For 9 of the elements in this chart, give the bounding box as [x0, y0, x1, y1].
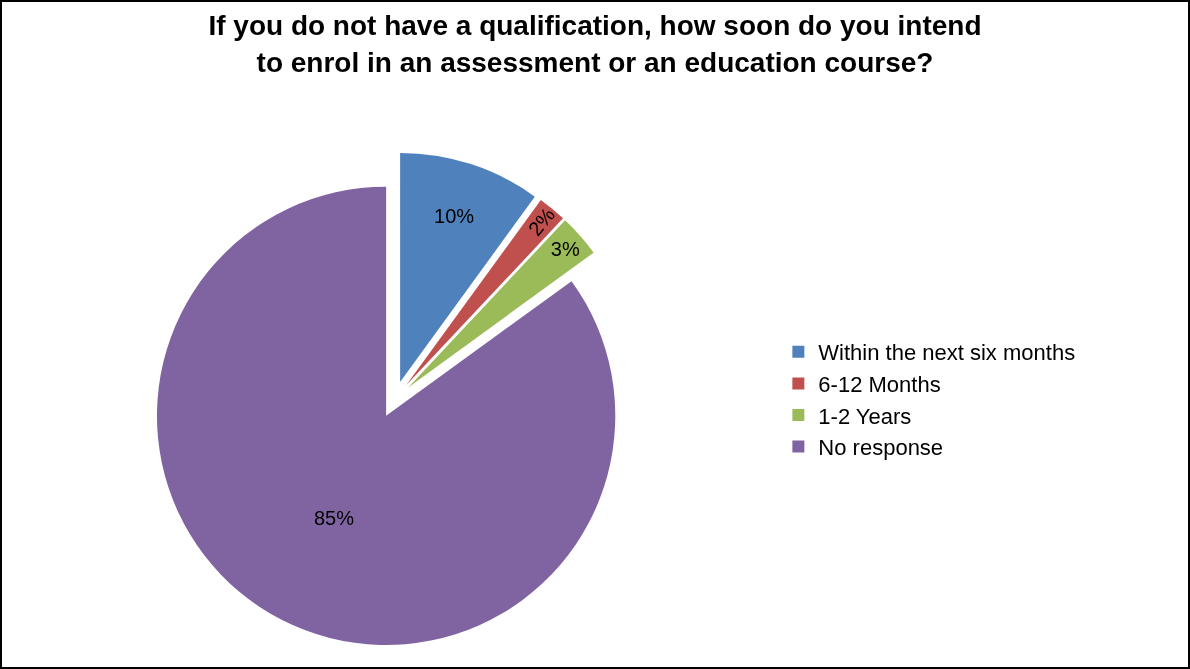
- data-label: 10%: [434, 204, 475, 227]
- legend-label: 6-12 Months: [818, 371, 941, 397]
- legend-label: No response: [818, 435, 944, 461]
- chart-title: If you do not have a qualification, how soon do you intend to enrol in an assessment or an education course?: [208, 10, 982, 78]
- data-label: 2%: [523, 203, 560, 240]
- legend-label: Within the next six months: [818, 340, 1076, 366]
- data-label: 85%: [313, 506, 355, 529]
- data-label: 3%: [550, 237, 580, 260]
- legend-label: 1-2 Years: [818, 403, 912, 429]
